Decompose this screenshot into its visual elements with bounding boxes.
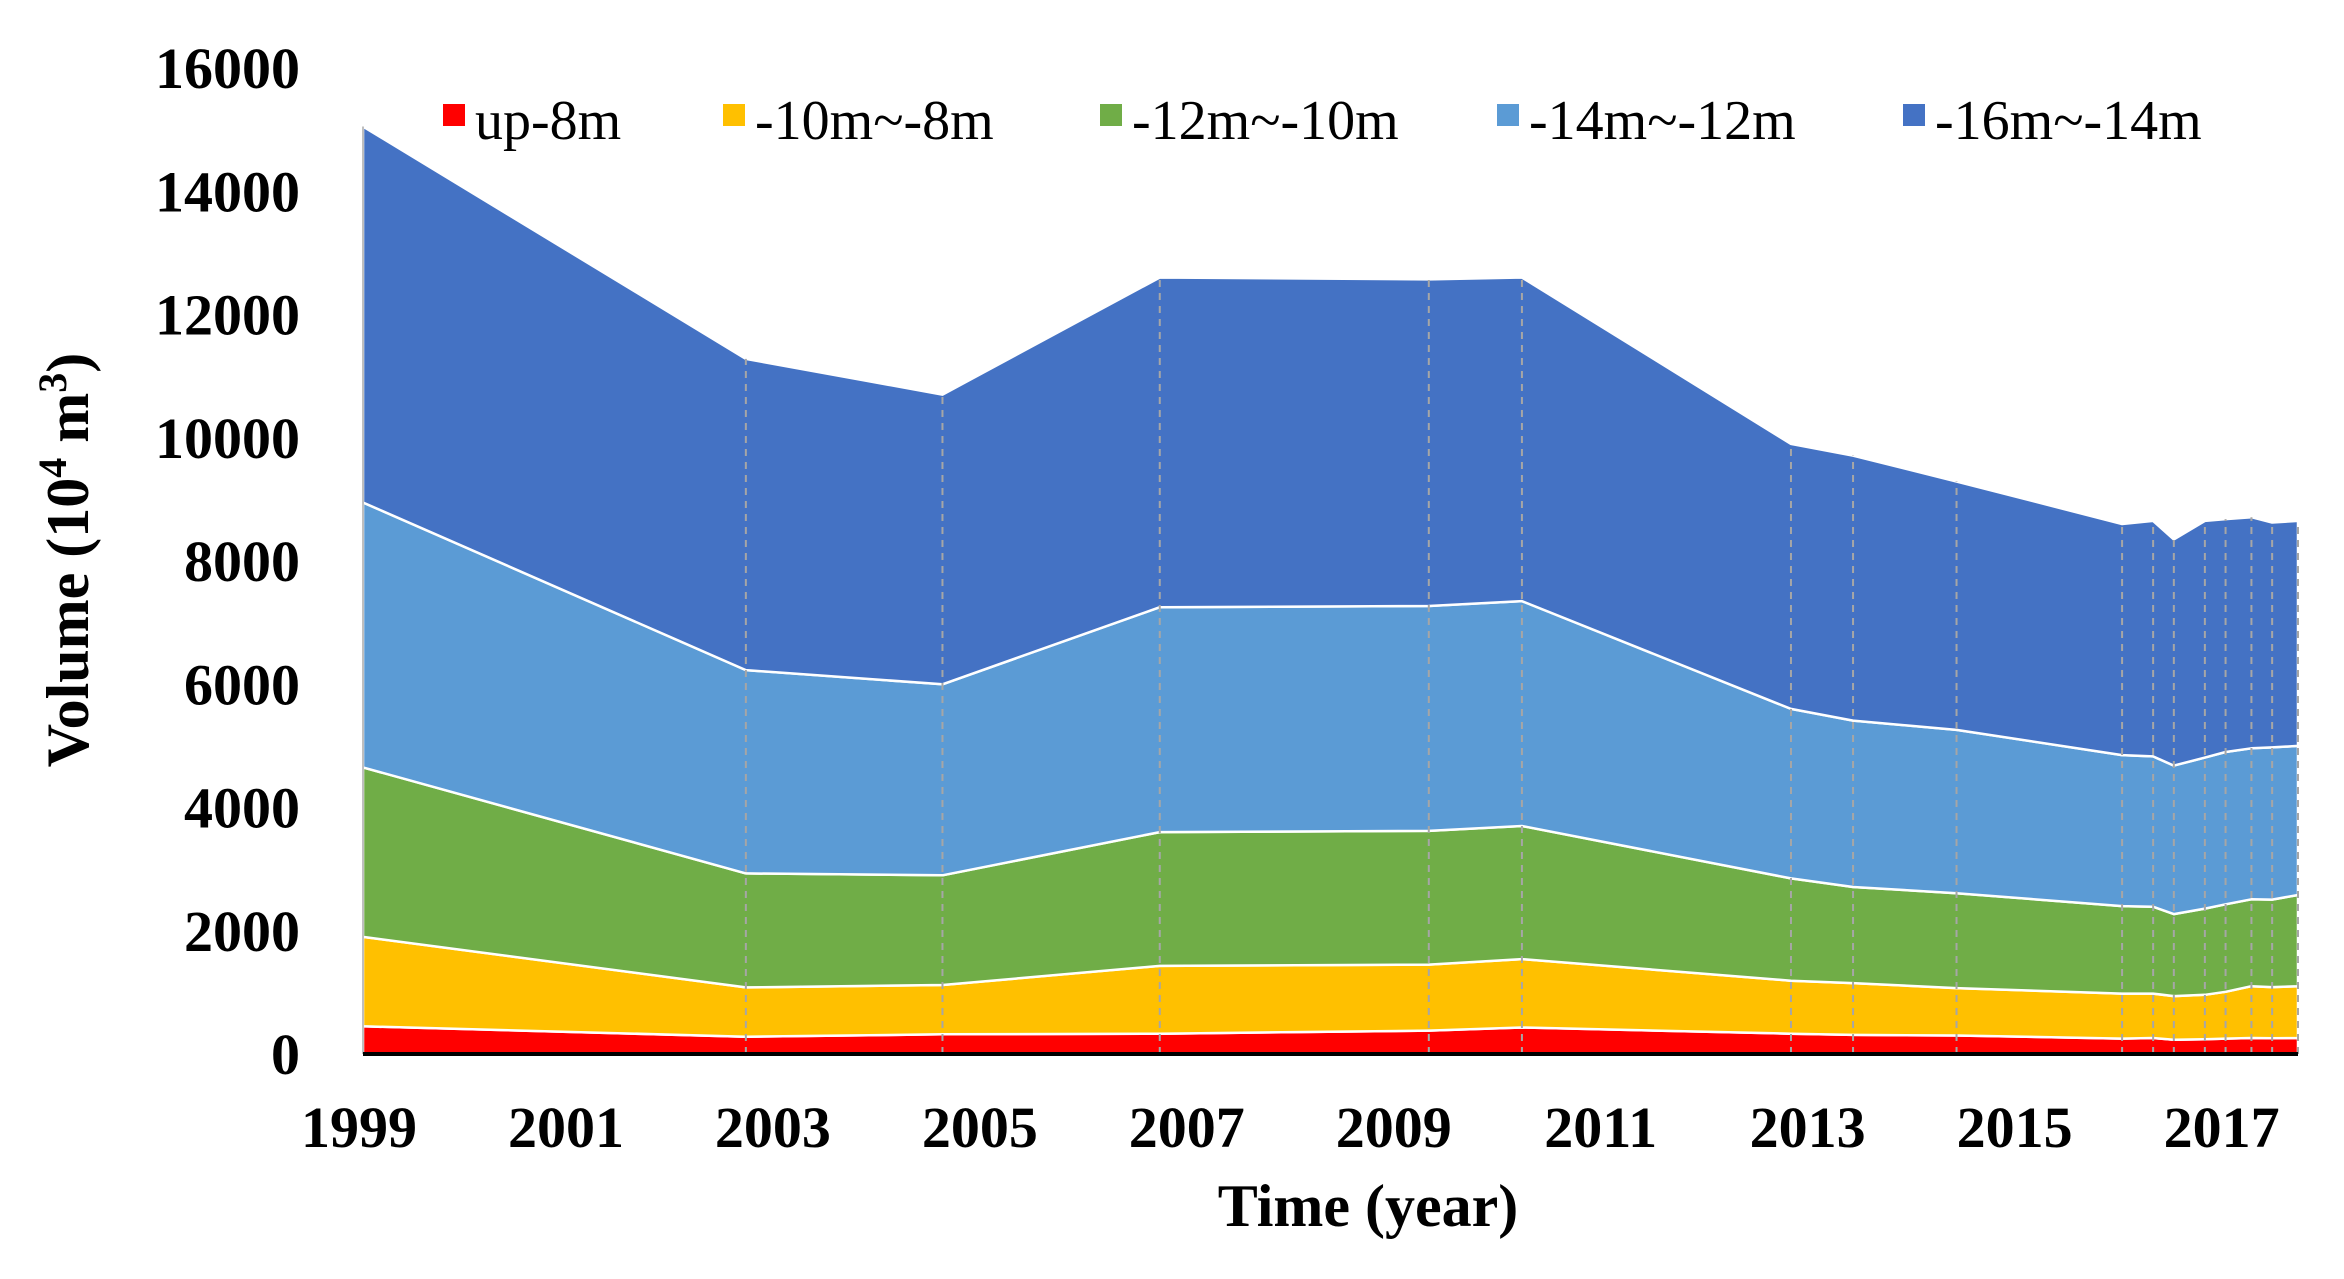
x-tick-label: 2007 (1129, 1095, 1245, 1160)
legend-label: -14m~-12m (1529, 90, 1796, 152)
legend-swatch (1100, 104, 1122, 126)
y-axis-title-exp2: 3 (30, 373, 75, 393)
y-tick-label: 8000 (184, 529, 300, 594)
x-tick-label: 2001 (508, 1095, 624, 1160)
y-tick-label: 0 (271, 1022, 300, 1087)
x-tick-label: 2017 (2164, 1095, 2280, 1160)
legend-swatch (723, 104, 745, 126)
y-tick-label: 14000 (155, 159, 300, 224)
legend-swatch (1903, 104, 1925, 126)
y-tick-label: 12000 (155, 283, 300, 348)
area-series-group (361, 125, 2300, 1056)
legend-swatch (443, 104, 465, 126)
x-tick-labels: 1999 2001 2003 2005 2007 2009 2011 2013 2015 2017 (301, 1095, 2280, 1160)
legend: up-8m -10m~-8m -12m~-10m -14m~-12m -16m~-14m (443, 90, 2202, 152)
y-axis-title-exp1: 4 (30, 458, 75, 478)
y-axis-title: Volume (104 m3) (30, 353, 101, 767)
legend-label: -10m~-8m (755, 90, 994, 152)
area-series-4 (361, 125, 2300, 767)
y-tick-label: 16000 (155, 36, 300, 101)
x-tick-label: 2009 (1336, 1095, 1452, 1160)
legend-label: up-8m (475, 90, 621, 152)
x-tick-label: 2011 (1544, 1095, 1657, 1160)
legend-label: -12m~-10m (1132, 90, 1399, 152)
y-tick-labels: 0 2000 4000 6000 8000 10000 12000 14000 16000 (155, 36, 300, 1087)
x-tick-label: 1999 (301, 1095, 417, 1160)
y-tick-label: 10000 (155, 406, 300, 471)
axes-group (362, 126, 2298, 1056)
x-tick-label: 2013 (1750, 1095, 1866, 1160)
x-axis-title: Time (year) (1218, 1173, 1518, 1239)
y-tick-label: 2000 (184, 899, 300, 964)
x-tick-label: 2005 (922, 1095, 1038, 1160)
x-tick-label: 2015 (1957, 1095, 2073, 1160)
y-tick-label: 6000 (184, 652, 300, 717)
legend-swatch (1497, 104, 1519, 126)
legend-label: -16m~-14m (1935, 90, 2202, 152)
x-tick-label: 2003 (715, 1095, 831, 1160)
y-tick-label: 4000 (184, 776, 300, 841)
